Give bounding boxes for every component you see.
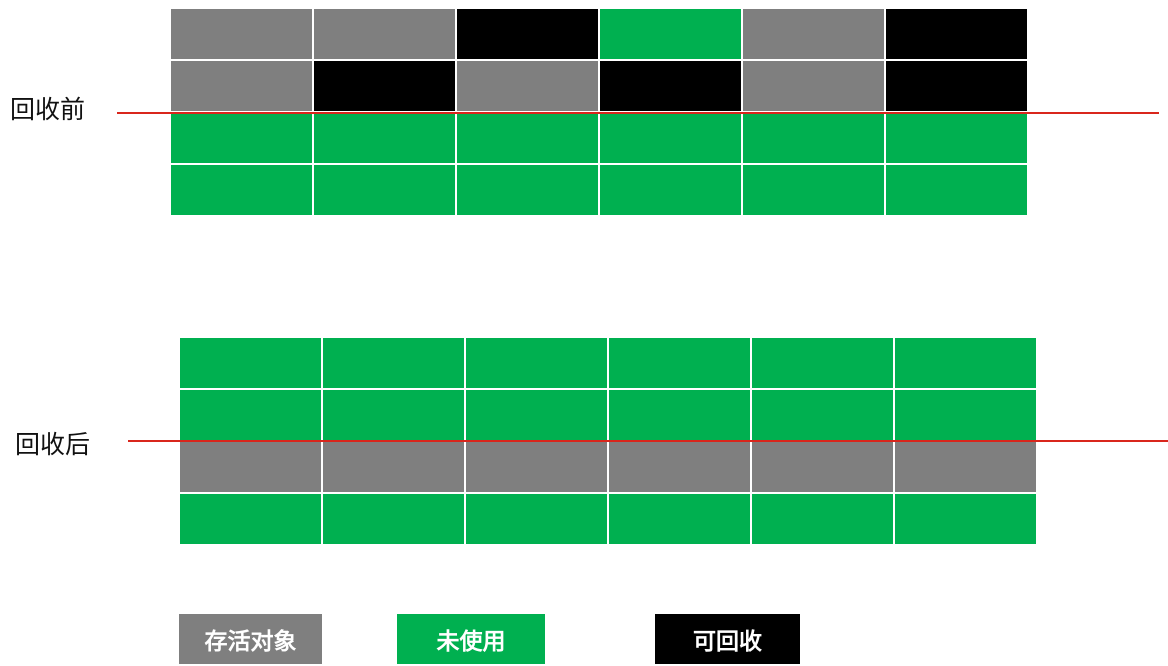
divider-line-after [128,440,1168,442]
before-cell-free [886,165,1027,215]
after-cell-live [752,442,893,492]
before-cell-garbage [600,61,741,111]
before-cell-free [743,113,884,163]
after-cell-free [609,338,750,388]
after-cell-free [466,494,607,544]
after-cell-free [609,494,750,544]
label-after: 回收后 [15,430,91,459]
after-cell-free [609,390,750,440]
legend-unused: 未使用 [397,614,545,664]
after-cell-free [895,338,1036,388]
before-cell-free [743,165,884,215]
before-cell-garbage [886,61,1027,111]
after-cell-free [752,390,893,440]
after-cell-free [895,494,1036,544]
after-cell-free [323,338,464,388]
before-cell-garbage [457,9,598,59]
before-cell-live [314,9,455,59]
before-cell-free [600,9,741,59]
before-cell-live [457,61,598,111]
after-cell-free [180,494,321,544]
after-cell-free [466,338,607,388]
after-cell-free [466,390,607,440]
before-cell-free [314,113,455,163]
after-cell-free [180,338,321,388]
before-cell-garbage [886,9,1027,59]
before-cell-free [171,113,312,163]
before-cell-free [886,113,1027,163]
before-cell-free [600,165,741,215]
after-cell-free [323,390,464,440]
before-cell-free [457,113,598,163]
before-cell-live [743,9,884,59]
after-cell-free [180,390,321,440]
before-cell-free [314,165,455,215]
after-cell-live [895,442,1036,492]
after-cell-free [752,494,893,544]
after-cell-live [466,442,607,492]
label-before: 回收前 [10,95,86,124]
legend-live-objects: 存活对象 [179,614,322,664]
after-cell-live [323,442,464,492]
before-cell-live [171,9,312,59]
after-cell-free [752,338,893,388]
legend-reclaimable: 可回收 [655,614,800,664]
before-cell-live [171,61,312,111]
after-cell-free [895,390,1036,440]
before-cell-live [743,61,884,111]
memory-grid-before [171,9,1027,215]
after-cell-live [180,442,321,492]
before-cell-free [600,113,741,163]
before-cell-free [171,165,312,215]
before-cell-free [457,165,598,215]
before-cell-garbage [314,61,455,111]
divider-line-before [117,112,1159,114]
after-cell-free [323,494,464,544]
after-cell-live [609,442,750,492]
memory-grid-after [180,338,1036,544]
